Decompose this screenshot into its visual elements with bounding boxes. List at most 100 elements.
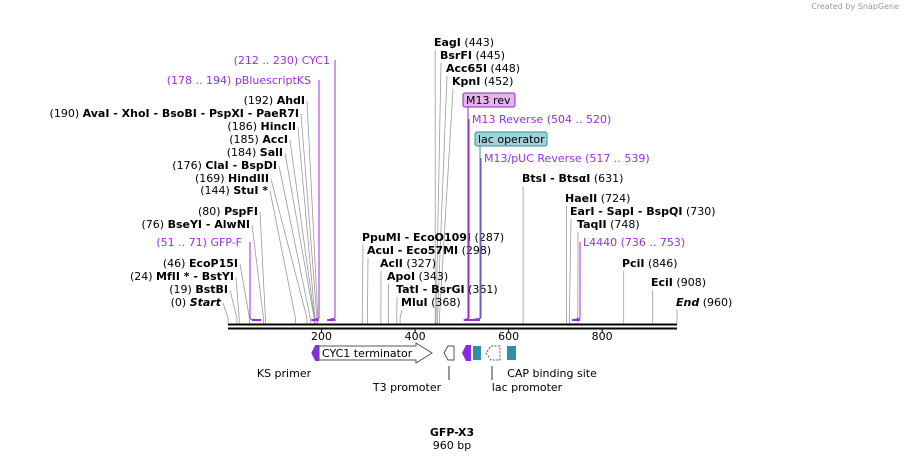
site-label-part: (748) — [607, 218, 640, 231]
primer-label-gfp-f: (51 .. 71) GFP-F — [156, 236, 242, 249]
site-label-part: (443) — [461, 36, 494, 49]
primer-name: M13 Reverse — [472, 113, 543, 126]
site-label-acui-eco57mi: AcuI - Eco57MI (298) — [367, 244, 491, 257]
site-line-clai-bspdi — [278, 165, 311, 324]
primer-range: (178 .. 194) — [167, 74, 232, 87]
primer-line-cyc1 — [327, 60, 336, 321]
site-label-part: BsrFI — [440, 49, 472, 62]
primer-range: (517 .. 539) — [585, 152, 650, 165]
t3-box — [473, 346, 481, 360]
site-label-haeii: HaeII (724) — [565, 192, 630, 205]
site-label-part: Acc65I — [446, 62, 487, 75]
scale-tick-label: 600 — [498, 330, 519, 343]
site-label-pspfi: (80) PspFI — [198, 205, 258, 218]
primer-label-pbluescriptks: (178 .. 194) pBluescriptKS — [167, 74, 311, 87]
site-line-bsrfi — [435, 62, 442, 324]
site-label-ahdi: (192) AhdI — [244, 94, 305, 107]
site-label-part: HindIII — [228, 172, 269, 185]
site-label-part: (287) — [471, 231, 504, 244]
site-label-part: (24) — [130, 270, 156, 283]
site-label-part: AvaI - XhoI - BsoBI - PspXI - PaeR7I — [83, 107, 299, 120]
primer-range: (504 .. 520) — [547, 113, 612, 126]
site-line-hincii — [297, 126, 316, 324]
site-label-bsrfi: BsrFI (445) — [440, 49, 505, 62]
cap-binding-box — [507, 346, 516, 360]
site-label-eagi: EagI (443) — [434, 36, 494, 49]
site-line-mlui — [399, 309, 403, 324]
site-label-ecii: EciI (908) — [651, 276, 706, 289]
site-label-part: Start — [190, 296, 222, 309]
site-label-acci: (185) AccI — [229, 133, 288, 146]
primer-name: GFP-F — [210, 236, 242, 249]
site-label-ppumi-ecoo109i: PpuMI - EcoO109I (287) — [362, 231, 504, 244]
site-label-part: TatI - BsrGI — [396, 283, 465, 296]
site-label-part: MluI — [401, 296, 428, 309]
sequence-backbone — [228, 323, 677, 330]
site-label-part: (908) — [673, 276, 706, 289]
primer-line-gfp-f — [249, 242, 253, 321]
site-label-part: AcuI - Eco57MI — [367, 244, 458, 257]
site-label-mfii-bstyi: (24) MfII * - BstYI — [130, 270, 234, 283]
site-label-clai-bspdi: (176) ClaI - BspDI — [172, 159, 277, 172]
site-label-part: KpnI — [452, 75, 480, 88]
site-label-part: PpuMI - EcoO109I — [362, 231, 471, 244]
backbone-bottom-strand — [228, 327, 677, 330]
site-line-eari-sapi-bspqi — [569, 218, 572, 324]
site-label-part: ApoI — [387, 270, 415, 283]
site-label-bseyi-alwni: (76) BseYI - AlwNI — [142, 218, 251, 231]
site-label-part: (452) — [480, 75, 513, 88]
site-label-part: AhdI — [277, 94, 305, 107]
primer-annotations: (212 .. 230) CYC1 (178 .. 194) pBluescrip… — [156, 54, 685, 321]
primer-label-l4440: L4440 (736 .. 753) — [583, 236, 685, 249]
primer-name: CYC1 — [302, 54, 330, 67]
site-label-part: PspFI — [224, 205, 258, 218]
site-label-acli: AclI (327) — [380, 257, 436, 270]
feature-label-lac-promoter: lac promoter — [492, 381, 563, 394]
feature-box-m13-rev — [462, 92, 516, 108]
feature-box-label-m13-rev: M13 rev — [466, 94, 511, 107]
site-label-part: EcoP15I — [189, 257, 238, 270]
site-label-part: BtsI - BtsαI — [522, 172, 590, 185]
site-label-part: (368) — [428, 296, 461, 309]
site-line-pspfi — [259, 211, 266, 324]
site-label-kpni: KpnI (452) — [452, 75, 513, 88]
ks-primer-arrow — [311, 345, 320, 361]
primer-line-pbluescriptks — [311, 80, 320, 321]
site-label-part: (730) — [682, 205, 715, 218]
site-label-part: (80) — [198, 205, 224, 218]
site-label-avai-xhoi-bsobi-pspxi-paer7i: (190) AvaI - XhoI - BsoBI - PspXI - PaeR… — [50, 107, 299, 120]
site-label-part: (186) — [227, 120, 260, 133]
t3-primer-arrow — [462, 345, 471, 361]
site-label-part: (343) — [415, 270, 448, 283]
site-label-part: (176) — [172, 159, 205, 172]
site-label-part: BseYI - AlwNI — [168, 218, 250, 231]
site-label-part: (192) — [244, 94, 277, 107]
site-label-start: (0) Start — [171, 296, 222, 309]
primer-range: (736 .. 753) — [621, 236, 686, 249]
site-line-kpni — [439, 88, 454, 324]
primer-label-m13-reverse: M13 Reverse (504 .. 520) — [472, 113, 611, 126]
primer-range: (51 .. 71) — [156, 236, 207, 249]
site-label-ecop15i: (46) EcoP15I — [163, 257, 238, 270]
site-line-acci — [289, 139, 315, 324]
scale-tick-label: 400 — [405, 330, 426, 343]
snapgene-credit: Created by SnapGene — [811, 2, 899, 11]
site-label-sali: (184) SalI — [227, 146, 283, 159]
site-label-part: MfII * - BstYI — [156, 270, 234, 283]
site-label-part: EarI - SapI - BspQI — [570, 205, 682, 218]
site-line-sali — [284, 152, 315, 324]
site-label-part: (327) — [403, 257, 436, 270]
site-label-part: StuI * — [233, 184, 268, 197]
site-label-part: SalI — [260, 146, 283, 159]
primer-range: (212 .. 230) — [234, 54, 299, 67]
site-line-ecop15i — [239, 263, 250, 324]
primer-label-m13-puc-reverse: M13/pUC Reverse (517 .. 539) — [484, 152, 650, 165]
feature-label-cap-binding-site: CAP binding site — [507, 367, 597, 380]
scale-tick-label: 800 — [592, 330, 613, 343]
site-label-stui: (144) StuI * — [200, 184, 268, 197]
feature-box-label-lac-operator: lac operator — [478, 133, 545, 146]
site-label-end: End (960) — [676, 296, 732, 309]
site-label-part: (0) — [171, 296, 190, 309]
site-line-acc65i — [437, 75, 448, 324]
